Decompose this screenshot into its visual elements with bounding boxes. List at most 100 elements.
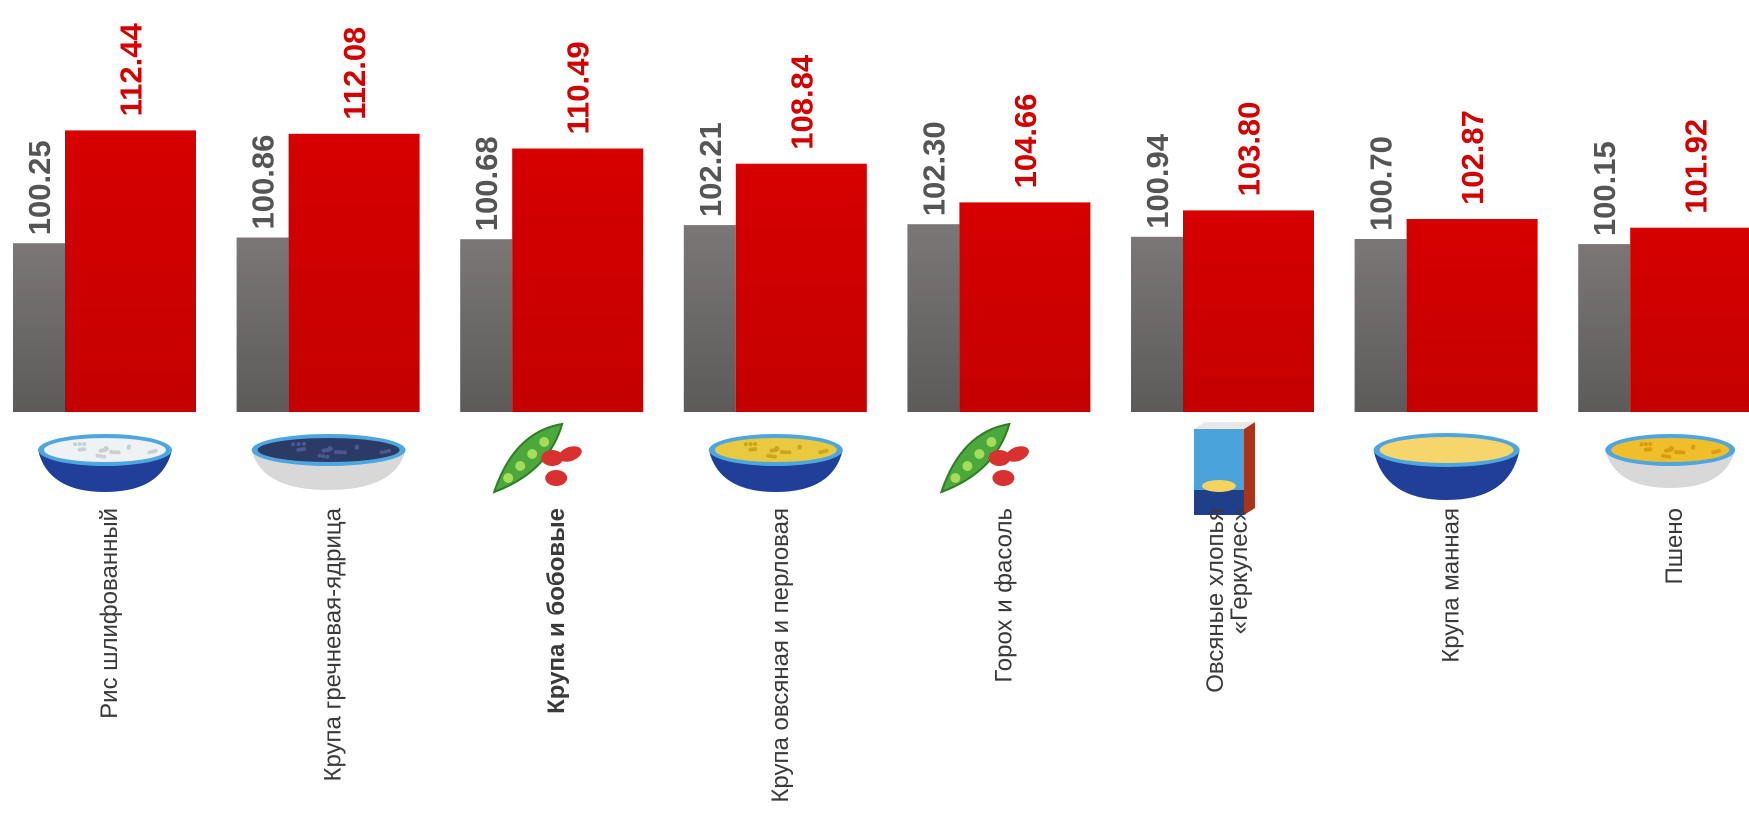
value-labels-layer: 100.25 112.44 100.86 112.08 100.68 110.49 102.…: [22, 23, 1714, 237]
bowl-grain: [1451, 450, 1456, 455]
bean: [541, 450, 564, 466]
value-label-series-1: 100.15: [1587, 141, 1622, 236]
value-label-series-2: 112.44: [114, 23, 149, 117]
value-label-series-2: 110.49: [561, 41, 596, 134]
bowl-grain: [317, 453, 322, 458]
bowl-grain: [1690, 445, 1695, 450]
bowl-grain: [1648, 442, 1653, 446]
bowl-grain: [82, 447, 87, 452]
bowl-grain: [780, 450, 784, 454]
bowl-grain: [354, 445, 359, 450]
bars-layer: [13, 130, 1749, 413]
pea: [503, 473, 514, 483]
bowl-grain: [299, 447, 304, 452]
bowl-grain: [77, 442, 82, 447]
value-label-series-1: 100.68: [469, 136, 504, 231]
category-label: Рис шлифованный: [96, 508, 123, 719]
bean: [545, 470, 568, 486]
bowl-grain: [328, 446, 333, 451]
bowl-grain: [1714, 449, 1719, 454]
bar-series-2: [65, 130, 196, 412]
bean: [1005, 446, 1029, 462]
oat-flakes-box-icon: [1194, 422, 1255, 515]
box-bowl: [1202, 480, 1236, 492]
value-label-series-2: 101.92: [1679, 119, 1714, 214]
bar-series-2: [288, 133, 420, 413]
bowl-grain: [1667, 454, 1672, 459]
bowl-grain: [1643, 442, 1648, 447]
peas-and-beans-icon: [492, 422, 582, 494]
bowl-grain: [772, 454, 777, 459]
value-label-series-2: 104.66: [1008, 94, 1043, 189]
bowl-grain: [150, 449, 155, 454]
bowl-grain: [321, 454, 326, 459]
value-label-series-1: 100.94: [1140, 133, 1175, 229]
bowl-grain: [1436, 454, 1441, 459]
value-label-series-1: 100.70: [1364, 136, 1399, 231]
bowl-grain: [818, 450, 823, 455]
bar-series-1: [13, 243, 65, 412]
box-band: [1194, 490, 1244, 515]
bowl-grain: [325, 448, 329, 453]
bowl-grain: [1446, 446, 1451, 451]
bowl-grain: [772, 448, 777, 453]
value-label-series-1: 100.25: [22, 140, 57, 235]
category-label: Крупа и бобовые: [543, 508, 570, 714]
bowl-grain: [1443, 455, 1448, 460]
bowl-grain: [1494, 450, 1499, 455]
pea: [974, 449, 985, 459]
bowl-grain: [753, 447, 758, 452]
bowl-grain: [1421, 441, 1426, 446]
pea: [515, 461, 526, 471]
bowl-grain: [1666, 448, 1671, 453]
bowl-grain: [101, 448, 106, 453]
bar-series-2: [735, 163, 867, 412]
icons-layer: [38, 422, 1736, 515]
bowl-grain: [743, 442, 748, 447]
category-label: Пшено: [1661, 508, 1688, 584]
bowl-grain: [126, 445, 131, 450]
value-label-series-1: 102.30: [916, 121, 951, 216]
bowl-grain: [102, 454, 107, 459]
bar-series-1: [1354, 239, 1407, 412]
buckwheat-bowl-icon: [251, 434, 406, 490]
semolina-bowl-icon: [1373, 433, 1520, 500]
pea: [527, 449, 538, 459]
pea: [950, 473, 961, 483]
bar-series-2: [1183, 210, 1314, 412]
bowl-grain: [325, 454, 330, 459]
bowl-grain: [1411, 441, 1416, 446]
bowl-grain: [383, 449, 388, 454]
bowl-grain: [342, 450, 347, 455]
millet-bowl-icon: [1605, 434, 1736, 488]
bowl-grain: [333, 450, 338, 454]
peas-and-beans-icon: [939, 422, 1029, 494]
bar-series-1: [460, 239, 513, 412]
oat-barley-bowl-icon: [708, 434, 843, 492]
bowl-grain: [821, 449, 826, 454]
bowl-grain: [104, 446, 109, 451]
bowl-grain: [296, 442, 301, 447]
bar-series-2: [1406, 219, 1538, 412]
bowl-grain: [1648, 447, 1653, 452]
bowl-grain: [1674, 450, 1679, 454]
bowl-grain: [98, 454, 103, 459]
category-label: Крупа гречневая-ядрица: [320, 507, 347, 781]
box-top: [1194, 422, 1255, 429]
bowl-grain: [753, 442, 758, 446]
bowl-grain: [797, 445, 802, 450]
category-label: Крупа манная: [1438, 508, 1465, 663]
bowl-grain: [302, 442, 306, 446]
pea: [986, 437, 997, 447]
bean: [558, 446, 582, 462]
bowl-grain: [1639, 442, 1644, 447]
bowl-grain: [1711, 450, 1716, 455]
value-label-series-2: 112.08: [337, 27, 372, 120]
bowl-grain: [1443, 448, 1448, 453]
bowl-grain: [1421, 447, 1426, 451]
bowl-grain: [769, 454, 774, 459]
value-label-series-2: 108.84: [784, 54, 819, 150]
bean: [992, 470, 1015, 486]
bowl-grain: [302, 447, 307, 452]
